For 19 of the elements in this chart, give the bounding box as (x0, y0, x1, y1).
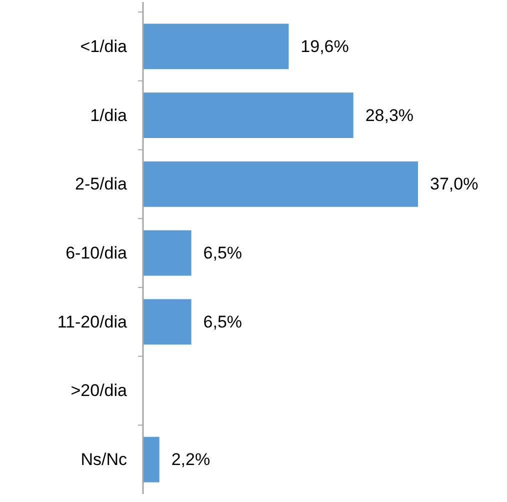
y-tick-label: <1/dia (80, 36, 128, 56)
bar (143, 24, 289, 70)
bar (143, 436, 160, 482)
bar (143, 230, 192, 276)
data-label: 2,2% (171, 450, 210, 470)
data-label: 6,5% (203, 244, 242, 262)
y-tick-label: 1/dia (90, 106, 128, 125)
y-tick-label: Ns/Nc (80, 450, 128, 470)
data-label: 6,5% (203, 312, 242, 332)
y-tick-label: 11-20/dia (57, 312, 128, 332)
bar (143, 161, 418, 207)
y-tick-label: >20/dia (70, 381, 128, 400)
data-label: 37,0% (430, 174, 478, 194)
y-tick-label: 6-10/dia (66, 244, 128, 262)
data-label: 19,6% (300, 36, 349, 56)
bar (143, 299, 192, 345)
bar (143, 92, 354, 138)
data-label: 28,3% (365, 106, 414, 125)
y-tick-label: 2-5/dia (75, 174, 128, 194)
